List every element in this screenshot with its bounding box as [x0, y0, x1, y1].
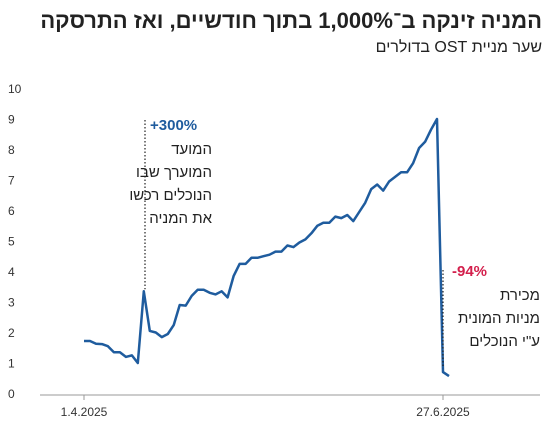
line	[84, 117, 450, 378]
y-tick-label: 8	[8, 143, 15, 157]
y-tick-label: 1	[8, 357, 15, 371]
y-tick-label: 7	[8, 174, 15, 188]
y-tick-label: 10	[8, 82, 22, 96]
annotation-text: המועד	[171, 141, 212, 158]
y-tick-label: 5	[8, 235, 15, 249]
y-tick-label: 9	[8, 113, 15, 127]
annotation-text: מכירת	[500, 287, 540, 304]
x-tick-label: 1.4.2025	[61, 405, 108, 419]
y-tick-label: 0	[8, 387, 15, 401]
annotation-text: הנוכלים רכשו	[129, 187, 212, 204]
annotation-label: +300%	[150, 117, 197, 134]
y-tick-label: 6	[8, 204, 15, 218]
annotation-text: את המניה	[149, 210, 212, 227]
y-tick-label: 3	[8, 296, 15, 310]
annotation-label: -94%	[452, 263, 487, 280]
annotation-text: מניות המונית	[458, 310, 540, 327]
y-tick-label: 4	[8, 265, 15, 279]
chart-title: המניה זינקה ב־1,000% בתוך חודשיים, ואז ה…	[40, 8, 542, 33]
annotation-text: ע"י הנוכלים	[469, 333, 540, 350]
chart-subtitle: שער מניית OST בדולרים	[376, 38, 542, 56]
x-tick-label: 27.6.2025	[416, 405, 470, 419]
y-tick-label: 2	[8, 326, 15, 340]
annotation-text: המוערך שבו	[136, 164, 212, 181]
